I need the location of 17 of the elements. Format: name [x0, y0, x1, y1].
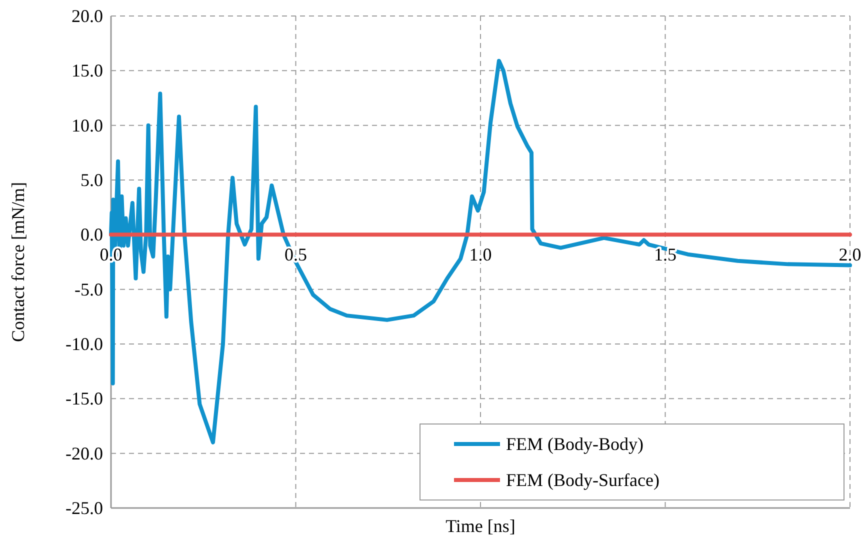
- y-tick-label: 10.0: [72, 115, 103, 136]
- x-axis-title: Time [ns]: [446, 516, 516, 536]
- y-tick-label: -15.0: [66, 388, 103, 409]
- y-tick-label: -5.0: [74, 279, 103, 300]
- y-tick-label: 15.0: [72, 60, 103, 81]
- y-tick-label: -10.0: [66, 334, 103, 354]
- y-tick-label: 20.0: [72, 6, 103, 26]
- x-tick-label: 1.0: [469, 244, 492, 265]
- y-tick-label: -20.0: [66, 443, 103, 464]
- y-tick-label: 5.0: [80, 170, 103, 190]
- legend-label: FEM (Body-Body): [506, 434, 644, 454]
- x-tick-label: 1.5: [654, 244, 676, 265]
- x-tick-label: 2.0: [838, 244, 862, 265]
- y-axis-title: Contact force [mN/m]: [8, 182, 28, 342]
- y-tick-label: -25.0: [66, 498, 103, 518]
- y-tick-label: 0.0: [80, 224, 103, 245]
- legend-label: FEM (Body-Surface): [506, 470, 660, 490]
